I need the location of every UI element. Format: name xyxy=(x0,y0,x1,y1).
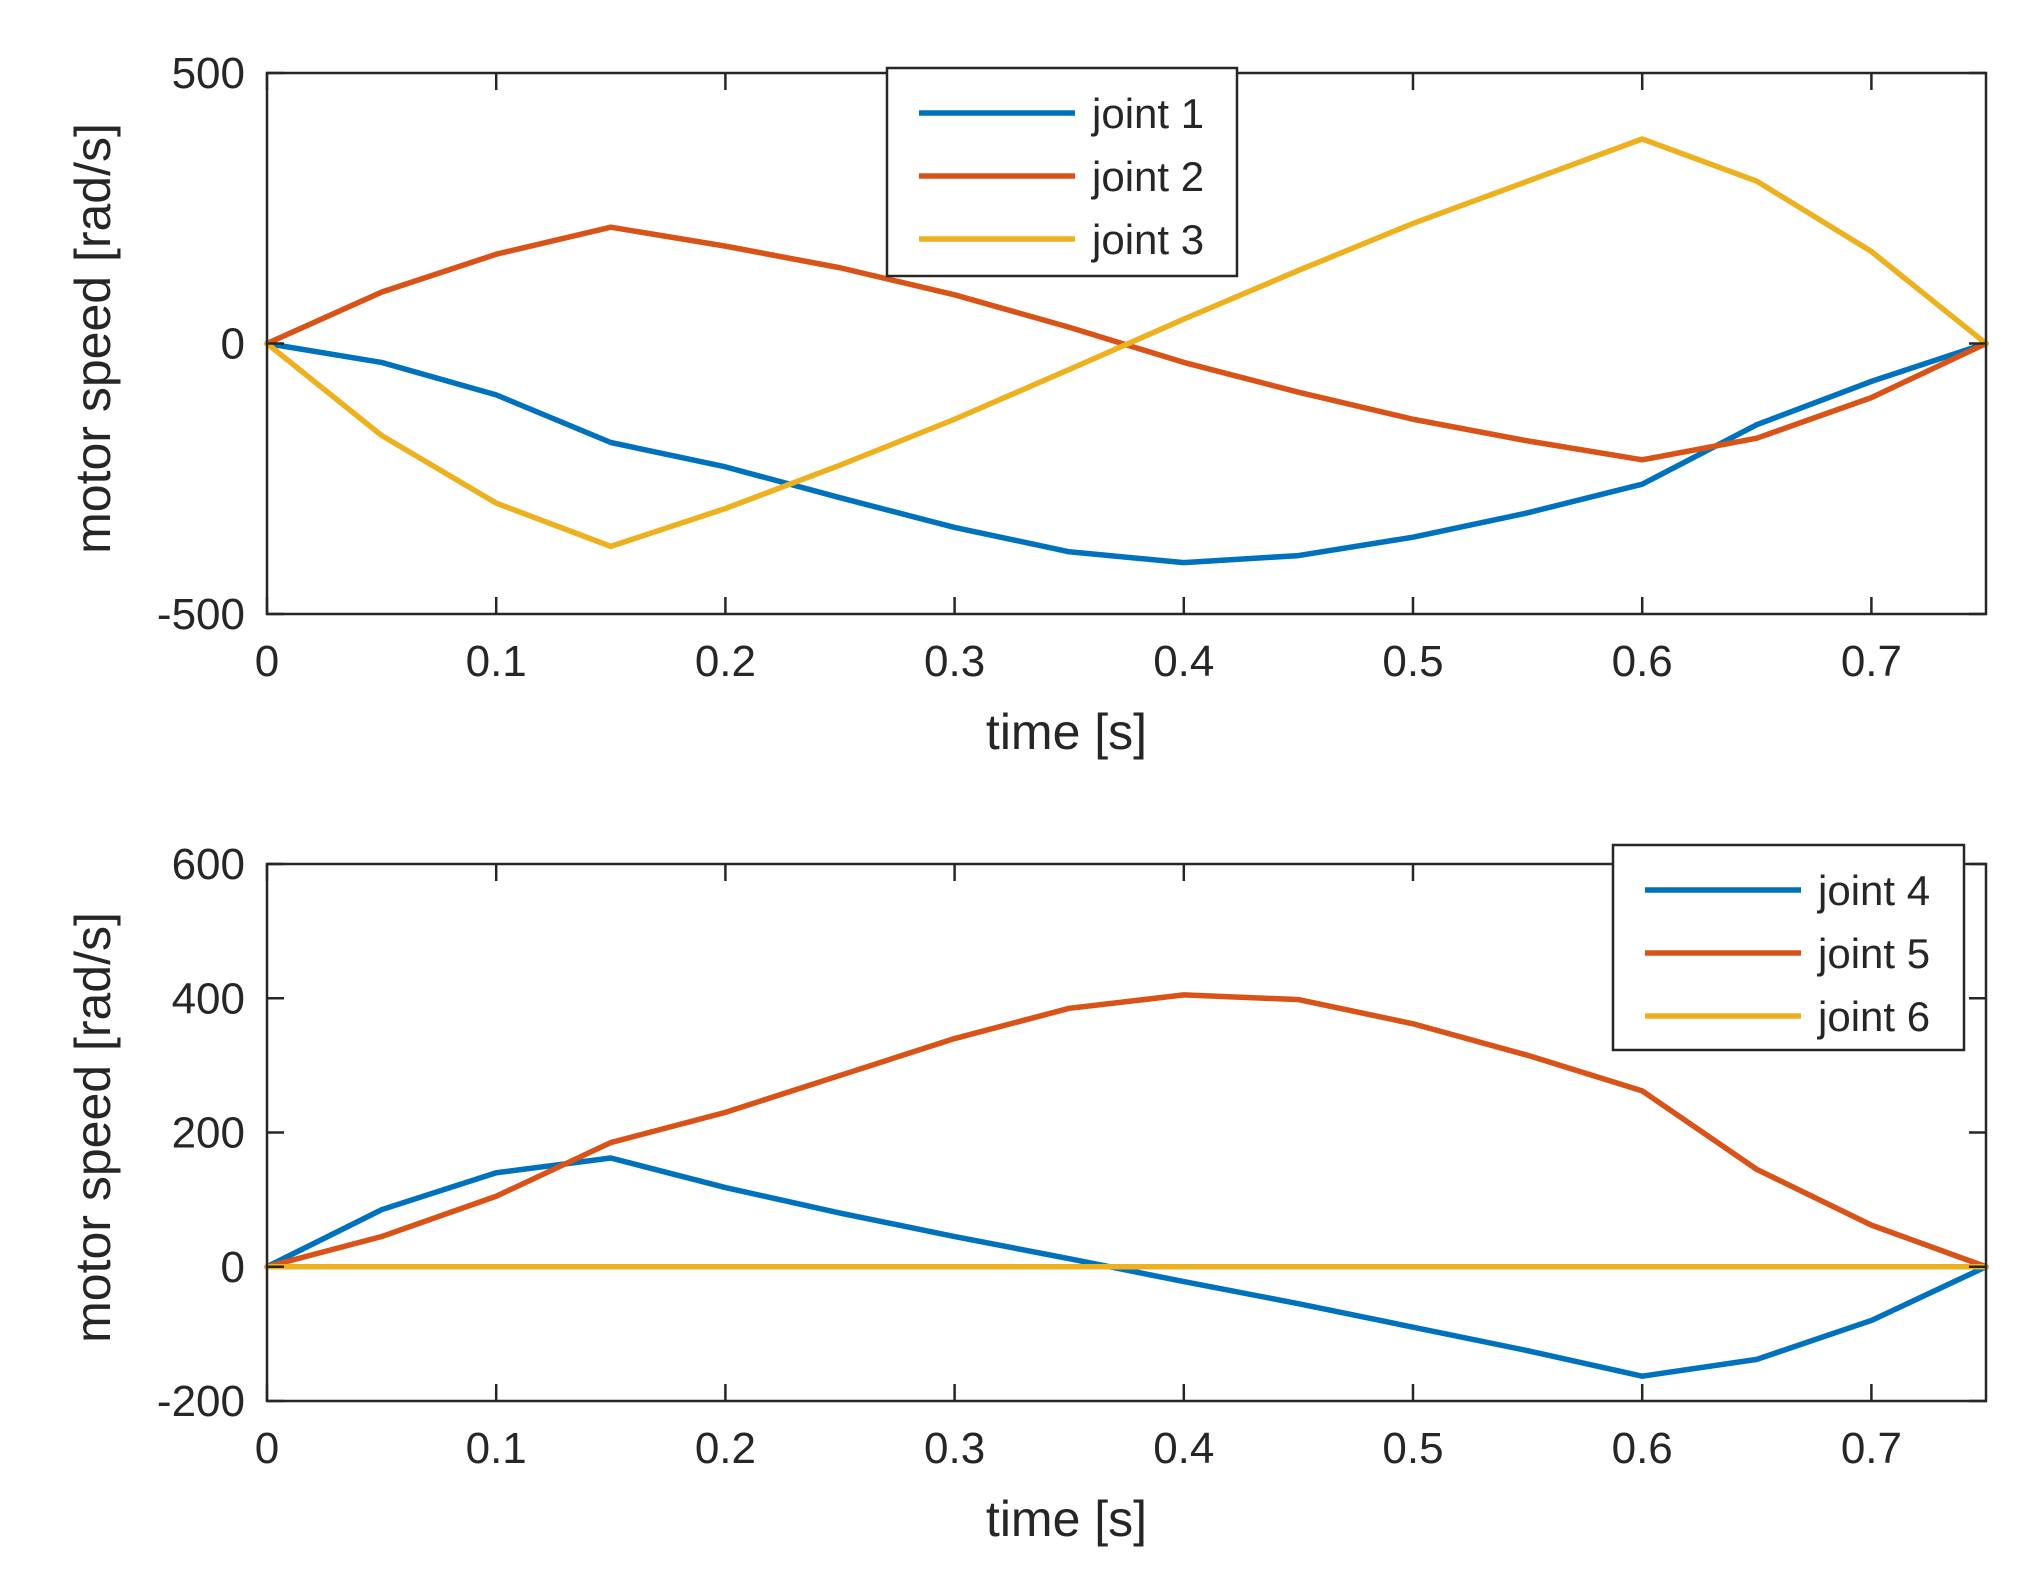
series-group xyxy=(264,992,1989,1379)
x-tick-label: 0.5 xyxy=(1382,1424,1443,1473)
y-tick-label: -200 xyxy=(157,1377,245,1426)
x-tick-label: 0.4 xyxy=(1153,637,1214,686)
y-tick-label: -500 xyxy=(157,590,245,639)
x-tick-label: 0.4 xyxy=(1153,1424,1214,1473)
y-axis-label: motor speed [rad/s] xyxy=(65,912,121,1343)
x-tick-label: 0 xyxy=(255,637,279,686)
series-line-joint-4 xyxy=(264,1155,1989,1379)
x-tick-label: 0.2 xyxy=(695,1424,756,1473)
y-tick-label: 600 xyxy=(172,840,245,889)
x-tick-label: 0.1 xyxy=(466,637,527,686)
legend-item: joint 6 xyxy=(1645,993,1930,1040)
x-tick-label: 0.6 xyxy=(1612,637,1673,686)
y-tick-label: 500 xyxy=(172,49,245,98)
legend-item: joint 3 xyxy=(919,216,1204,263)
legend-item: joint 2 xyxy=(919,153,1204,200)
x-tick-label: 0 xyxy=(255,1424,279,1473)
legend-label: joint 1 xyxy=(1090,90,1204,137)
y-axis-label: motor speed [rad/s] xyxy=(65,123,121,554)
x-tick-label: 0.7 xyxy=(1841,637,1902,686)
x-tick-label: 0.3 xyxy=(924,637,985,686)
legend-label: joint 4 xyxy=(1816,867,1930,914)
x-tick-label: 0.6 xyxy=(1612,1424,1673,1473)
legend-item: joint 5 xyxy=(1645,930,1930,977)
series-group xyxy=(264,136,1989,566)
legend: joint 1 joint 2 joint 3 xyxy=(885,66,1239,278)
x-tick-label: 0.2 xyxy=(695,637,756,686)
legend-item: joint 4 xyxy=(1645,867,1930,914)
x-tick-label: 0.7 xyxy=(1841,1424,1902,1473)
legend-label: joint 2 xyxy=(1090,153,1204,200)
x-tick-label: 0.3 xyxy=(924,1424,985,1473)
y-tick-label: 200 xyxy=(172,1109,245,1158)
series-line-joint-3 xyxy=(264,136,1989,550)
legend-label: joint 5 xyxy=(1816,930,1930,977)
y-tick-label: 0 xyxy=(221,1243,245,1292)
legend-item: joint 1 xyxy=(919,90,1204,137)
legend: joint 4 joint 5 joint 6 xyxy=(1611,843,1966,1052)
legend-label: joint 3 xyxy=(1090,216,1204,263)
series-line-joint-1 xyxy=(264,340,1989,566)
x-tick-label: 0.5 xyxy=(1382,637,1443,686)
series-line-joint-5 xyxy=(264,992,1989,1270)
y-tick-label: 400 xyxy=(172,974,245,1023)
subplot-2: 0 0.1 0.2 0.3 0.4 0.5 0.6 0.7-2000200400600time… xyxy=(65,840,1989,1547)
y-tick-label: 0 xyxy=(221,320,245,369)
legend-label: joint 6 xyxy=(1816,993,1930,1040)
x-tick-label: 0.1 xyxy=(466,1424,527,1473)
x-axis-label: time [s] xyxy=(986,704,1147,760)
x-axis-label: time [s] xyxy=(986,1491,1147,1547)
